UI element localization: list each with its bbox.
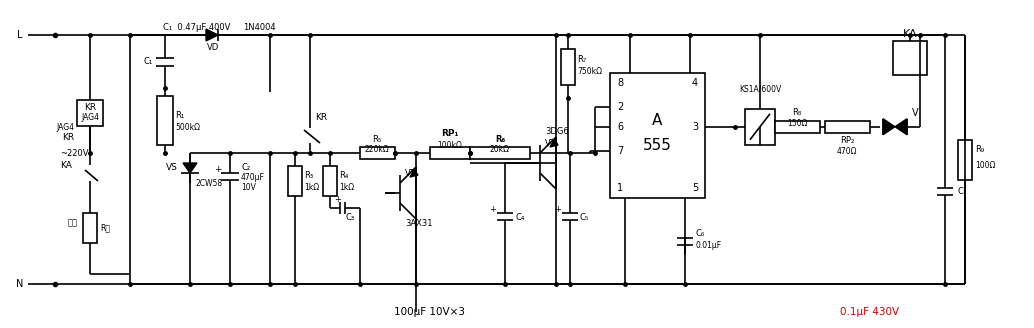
Text: 1kΩ: 1kΩ [304, 182, 320, 192]
Text: C₃: C₃ [345, 214, 355, 222]
Text: 7: 7 [617, 146, 624, 155]
Bar [957, 140, 972, 180]
Text: KS1A/600V: KS1A/600V [739, 84, 781, 93]
Bar [470, 147, 530, 159]
Bar [360, 147, 395, 159]
Text: 8: 8 [617, 78, 624, 88]
Bar [288, 166, 302, 196]
Text: 10V: 10V [241, 182, 255, 192]
Polygon shape [410, 170, 418, 177]
Text: 500kΩ: 500kΩ [175, 122, 200, 132]
Bar [746, 109, 776, 145]
Text: 负载: 负载 [68, 218, 78, 228]
Bar [77, 100, 103, 126]
Bar [893, 41, 927, 75]
Text: 2CW58: 2CW58 [195, 178, 222, 188]
Text: 3: 3 [692, 122, 698, 132]
Text: 150Ω: 150Ω [787, 119, 808, 128]
Text: R₃: R₃ [304, 171, 313, 179]
Text: 5: 5 [692, 183, 698, 193]
Text: JAG4: JAG4 [56, 124, 74, 133]
Bar [825, 121, 870, 133]
Text: R₁: R₁ [175, 111, 184, 119]
Text: +: + [214, 166, 221, 174]
Bar [776, 121, 820, 133]
Text: KR: KR [315, 113, 327, 122]
Text: R₄: R₄ [339, 171, 348, 179]
Text: 100kΩ: 100kΩ [437, 140, 462, 150]
Text: R₆: R₆ [495, 134, 506, 144]
Text: 3AX31: 3AX31 [405, 218, 432, 228]
Text: L: L [18, 30, 23, 40]
Text: 555: 555 [642, 138, 671, 153]
Text: C₂: C₂ [241, 162, 250, 172]
Text: R₈: R₈ [792, 108, 801, 117]
Text: 6: 6 [617, 122, 624, 132]
Text: VT₂: VT₂ [545, 138, 559, 148]
Text: R₇: R₇ [577, 54, 586, 64]
Bar [157, 96, 173, 145]
Polygon shape [895, 119, 907, 135]
Text: JAG4: JAG4 [81, 113, 99, 122]
Text: VS: VS [166, 163, 178, 173]
Text: 1kΩ: 1kΩ [339, 182, 354, 192]
Bar [430, 147, 470, 159]
Bar [610, 73, 705, 198]
Text: +: + [489, 206, 496, 215]
Text: C₄: C₄ [515, 213, 524, 221]
Bar [83, 213, 97, 243]
Text: A: A [651, 113, 662, 128]
Text: R₉: R₉ [975, 146, 984, 154]
Text: VD: VD [207, 43, 219, 51]
Text: 0.1μF 430V: 0.1μF 430V [841, 307, 900, 317]
Text: 0.01μF: 0.01μF [695, 241, 721, 251]
Bar [561, 49, 575, 85]
Text: 2: 2 [617, 102, 624, 112]
Text: C₆: C₆ [695, 230, 704, 238]
Text: 3DG6: 3DG6 [545, 127, 569, 135]
Polygon shape [183, 163, 197, 173]
Text: 4: 4 [692, 78, 698, 88]
Text: 220kΩ: 220kΩ [365, 146, 390, 154]
Text: 100Ω: 100Ω [975, 160, 996, 170]
Text: 20kΩ: 20kΩ [490, 146, 510, 154]
Text: 100μF 10V×3: 100μF 10V×3 [395, 307, 465, 317]
Text: +: + [554, 206, 561, 215]
Text: +: + [335, 195, 341, 203]
Text: 470Ω: 470Ω [837, 147, 857, 156]
Text: 470μF: 470μF [241, 173, 265, 181]
Text: C₁: C₁ [144, 57, 153, 67]
Text: KA: KA [903, 29, 917, 39]
Text: C₁  0.47μF 400V: C₁ 0.47μF 400V [163, 23, 231, 31]
Text: C₇: C₇ [957, 188, 966, 196]
Text: R₅: R₅ [372, 134, 382, 144]
Text: 750kΩ: 750kΩ [577, 68, 602, 76]
Text: KA: KA [60, 161, 72, 171]
Polygon shape [550, 140, 558, 147]
Text: RP₁: RP₁ [442, 129, 459, 137]
Text: RP₂: RP₂ [840, 136, 854, 145]
Text: KR: KR [62, 133, 74, 142]
Polygon shape [206, 29, 218, 41]
Text: KR: KR [84, 102, 96, 112]
Text: V: V [912, 108, 918, 118]
Text: ~220V: ~220V [60, 149, 89, 157]
Polygon shape [883, 119, 895, 135]
Text: 1N4004: 1N4004 [243, 23, 276, 31]
Text: 1: 1 [617, 183, 624, 193]
Text: N: N [17, 279, 24, 289]
Text: R负: R负 [100, 223, 110, 233]
Text: VT₁: VT₁ [405, 169, 419, 177]
Text: C₅: C₅ [580, 213, 589, 221]
Bar [323, 166, 337, 196]
